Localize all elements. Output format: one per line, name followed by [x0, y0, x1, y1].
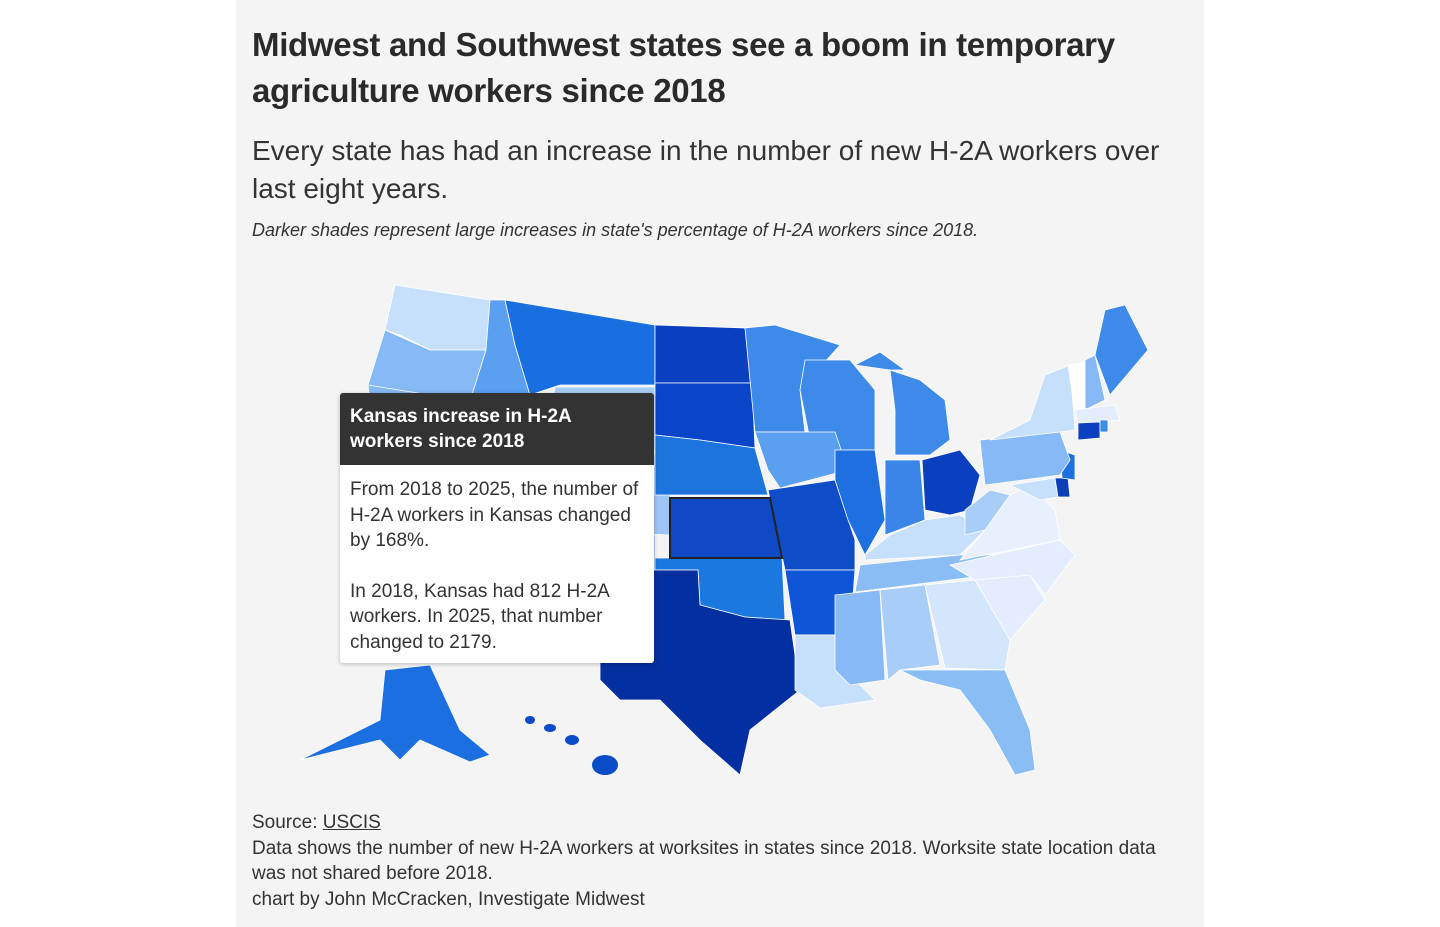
- state-hi[interactable]: [565, 735, 579, 745]
- state-ct[interactable]: [1077, 421, 1101, 441]
- state-ia[interactable]: [754, 431, 849, 489]
- legend-note: Darker shades represent large increases …: [252, 220, 979, 240]
- state-ga[interactable]: [924, 579, 1011, 671]
- state-nd[interactable]: [654, 324, 753, 384]
- footer: Source: USCIS Data shows the number of n…: [252, 810, 1192, 912]
- tooltip-title: Kansas increase in H-2A workers since 20…: [340, 393, 654, 465]
- state-wv[interactable]: [964, 489, 1011, 536]
- state-ks[interactable]: [669, 497, 784, 559]
- state-ri[interactable]: [1099, 419, 1109, 433]
- tooltip-paragraph: In 2018, Kansas had 812 H-2A workers. In…: [350, 580, 609, 653]
- source-link[interactable]: USCIS: [322, 812, 381, 833]
- state-mt[interactable]: [504, 299, 656, 396]
- state-hi[interactable]: [592, 755, 618, 775]
- state-de[interactable]: [1054, 477, 1071, 498]
- state-hi[interactable]: [544, 724, 556, 732]
- chart-credit: chart by John McCracken, Investigate Mid…: [252, 888, 645, 910]
- data-description: Data shows the number of new H-2A worker…: [252, 837, 1156, 885]
- state-ms[interactable]: [834, 589, 886, 686]
- source-label: Source:: [252, 812, 323, 833]
- state-al[interactable]: [879, 584, 941, 681]
- state-nh[interactable]: [1084, 354, 1106, 411]
- tooltip-paragraph: From 2018 to 2025, the number of H-2A wo…: [350, 479, 639, 551]
- state-tooltip: Kansas increase in H-2A workers since 20…: [340, 393, 654, 663]
- state-me[interactable]: [1094, 304, 1149, 396]
- page-title: Midwest and Southwest states see a boom …: [252, 26, 1115, 109]
- state-ny[interactable]: [989, 364, 1076, 441]
- subtitle: Every state has had an increase in the n…: [252, 135, 1160, 204]
- state-ne[interactable]: [654, 434, 769, 496]
- state-fl[interactable]: [899, 669, 1036, 776]
- state-ma[interactable]: [1074, 404, 1121, 426]
- state-ak[interactable]: [299, 664, 491, 763]
- state-mi[interactable]: [853, 351, 951, 456]
- state-hi[interactable]: [525, 716, 535, 724]
